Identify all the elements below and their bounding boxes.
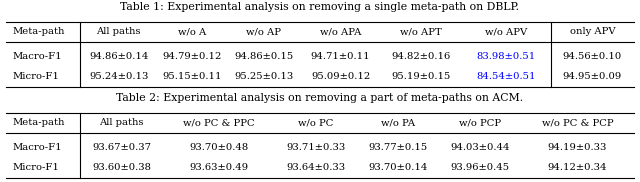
Text: Micro-F1: Micro-F1 (12, 72, 59, 81)
Text: 95.09±0.12: 95.09±0.12 (311, 72, 370, 81)
Text: 93.64±0.33: 93.64±0.33 (286, 163, 346, 172)
Text: 83.98±0.51: 83.98±0.51 (476, 52, 536, 61)
Text: 95.25±0.13: 95.25±0.13 (234, 72, 294, 81)
Text: All paths: All paths (99, 118, 143, 127)
Text: Macro-F1: Macro-F1 (12, 143, 62, 152)
Text: w/o PC: w/o PC (298, 118, 333, 127)
Text: Micro-F1: Micro-F1 (12, 163, 59, 172)
Text: 93.63±0.49: 93.63±0.49 (189, 163, 248, 172)
Text: Meta-path: Meta-path (12, 27, 65, 36)
Text: 94.12±0.34: 94.12±0.34 (548, 163, 607, 172)
Text: 93.67±0.37: 93.67±0.37 (92, 143, 151, 152)
Text: 94.19±0.33: 94.19±0.33 (548, 143, 607, 152)
Text: 84.54±0.51: 84.54±0.51 (476, 72, 536, 81)
Text: 95.19±0.15: 95.19±0.15 (391, 72, 451, 81)
Text: 94.79±0.12: 94.79±0.12 (163, 52, 222, 61)
Text: Table 1: Experimental analysis on removing a single meta-path on DBLP.: Table 1: Experimental analysis on removi… (120, 2, 520, 12)
Text: only APV: only APV (570, 27, 615, 36)
Text: 94.86±0.14: 94.86±0.14 (89, 52, 148, 61)
Text: Table 2: Experimental analysis on removing a part of meta-paths on ACM.: Table 2: Experimental analysis on removi… (116, 93, 524, 103)
Text: Meta-path: Meta-path (12, 118, 65, 127)
Text: w/o APA: w/o APA (320, 27, 361, 36)
Text: 93.77±0.15: 93.77±0.15 (369, 143, 428, 152)
Text: w/o PCP: w/o PCP (460, 118, 501, 127)
Text: 94.86±0.15: 94.86±0.15 (234, 52, 294, 61)
Text: 94.95±0.09: 94.95±0.09 (563, 72, 622, 81)
Text: w/o A: w/o A (179, 27, 207, 36)
Text: w/o AP: w/o AP (246, 27, 282, 36)
Text: 94.82±0.16: 94.82±0.16 (391, 52, 451, 61)
Text: All paths: All paths (97, 27, 141, 36)
Text: 94.03±0.44: 94.03±0.44 (451, 143, 510, 152)
Text: 93.96±0.45: 93.96±0.45 (451, 163, 510, 172)
Text: w/o APT: w/o APT (400, 27, 442, 36)
Text: 93.70±0.48: 93.70±0.48 (189, 143, 248, 152)
Text: w/o PC & PPC: w/o PC & PPC (183, 118, 255, 127)
Text: 94.56±0.10: 94.56±0.10 (563, 52, 622, 61)
Text: w/o PA: w/o PA (381, 118, 415, 127)
Text: Macro-F1: Macro-F1 (12, 52, 62, 61)
Text: 93.71±0.33: 93.71±0.33 (286, 143, 346, 152)
Text: w/o PC & PCP: w/o PC & PCP (541, 118, 613, 127)
Text: 94.71±0.11: 94.71±0.11 (311, 52, 371, 61)
Text: 93.60±0.38: 93.60±0.38 (92, 163, 151, 172)
Text: 93.70±0.14: 93.70±0.14 (369, 163, 428, 172)
Text: 95.24±0.13: 95.24±0.13 (89, 72, 148, 81)
Text: w/o APV: w/o APV (485, 27, 527, 36)
Text: 95.15±0.11: 95.15±0.11 (163, 72, 222, 81)
